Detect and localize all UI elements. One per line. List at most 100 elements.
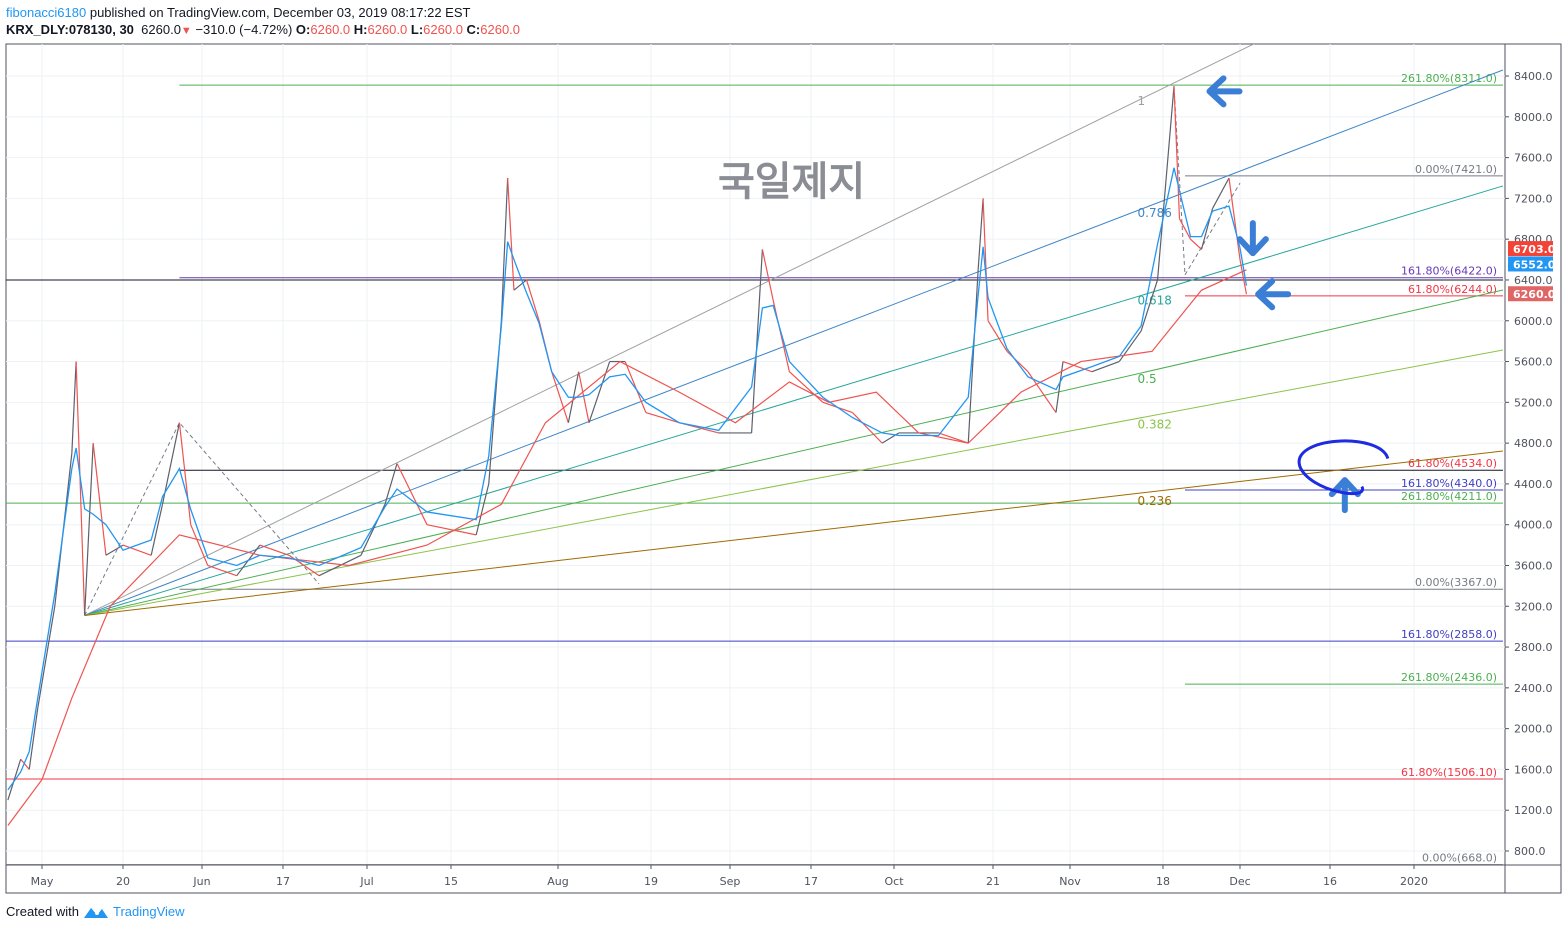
fib-fan-label: 0.786 — [1138, 206, 1172, 220]
fib-fan-label: 0.5 — [1138, 372, 1157, 386]
low-label: L: — [410, 22, 424, 37]
y-tick-label: 2000.0 — [1514, 723, 1553, 736]
price-segment — [178, 422, 192, 525]
chart-frame — [5, 43, 1562, 894]
fast-ma-line — [7, 167, 1248, 791]
fib-fan-line[interactable] — [84, 349, 1504, 616]
fib-fan-label: 0.236 — [1138, 494, 1172, 508]
x-tick-label: Dec — [1229, 875, 1250, 888]
y-tick-label: 8000.0 — [1514, 111, 1553, 124]
slow-ma-line — [7, 269, 1247, 826]
arrow-left-icon[interactable] — [1206, 75, 1243, 108]
dashed-zigzag[interactable] — [1173, 86, 1241, 277]
price-segment — [788, 371, 824, 403]
price-segment — [852, 412, 883, 444]
x-tick-label: 17 — [276, 875, 290, 888]
price-segment — [318, 554, 362, 577]
fib-level-label: 0.00%(3367.0) — [1415, 576, 1497, 589]
fib-fan-line[interactable] — [84, 450, 1503, 616]
open-value: 6260.0 — [310, 22, 351, 37]
price-segment — [772, 300, 790, 372]
watermark-text: 국일제지 — [718, 159, 865, 205]
price-segment — [1239, 259, 1248, 295]
price-segment — [71, 361, 77, 454]
price-segment — [977, 198, 984, 270]
price-segment — [20, 758, 30, 770]
low-value: 6260.0 — [423, 22, 463, 37]
price-segment — [426, 524, 477, 536]
price-badge — [1508, 241, 1553, 257]
x-tick-label: Jun — [192, 875, 210, 888]
fib-level-label: 261.80%(2436.0) — [1401, 671, 1497, 684]
fib-level-label: 161.80%(2858.0) — [1401, 628, 1497, 641]
y-tick-label: 800.0 — [1514, 845, 1546, 858]
price-axis[interactable]: 800.0 1200.0 1600.0 2000.0 2400.0 2800.0 3200.… — [1505, 70, 1556, 858]
symbol-name: KRX_DLY:078130, 30 — [6, 22, 134, 37]
tradingview-logo-icon[interactable] — [83, 905, 109, 919]
last-price: 6260.0 — [141, 22, 181, 37]
dashed-zigzag[interactable] — [84, 421, 320, 616]
y-tick-label: 5200.0 — [1514, 396, 1553, 409]
annotations[interactable] — [1206, 75, 1390, 514]
fib-level-label: 161.80%(6422.0) — [1401, 265, 1497, 278]
time-axis[interactable]: May 20 Jun 17 Jul 15 Aug 19 Sep 17 Oct 21 Nov 18 Dec 16… — [31, 865, 1428, 888]
symbol-legend: KRX_DLY:078130, 30 6260.0▼ −310.0 (−4.72… — [6, 22, 520, 37]
arrow-shape — [1206, 75, 1243, 108]
price-segment — [645, 411, 680, 424]
x-tick-label: 18 — [1156, 875, 1170, 888]
y-tick-label: 7600.0 — [1514, 152, 1553, 165]
fib-level-label: 161.80%(4340.0) — [1401, 477, 1497, 490]
publish-text: published on TradingView.com, December 0… — [86, 5, 471, 20]
drawings[interactable]: 261.80%(8311.0) 0.00%(7421.0) 161.80%(6422… — [0, 0, 1504, 865]
y-tick-label: 1200.0 — [1514, 804, 1553, 817]
close-value: 6260.0 — [480, 22, 521, 37]
y-tick-label: 1600.0 — [1514, 763, 1553, 776]
footer: Created with TradingView — [6, 904, 185, 919]
x-tick-label: 2020 — [1400, 875, 1428, 888]
tradingview-link[interactable]: TradingView — [112, 904, 185, 919]
fib-fan-label: 0.618 — [1138, 294, 1172, 308]
y-tick-label: 2400.0 — [1514, 682, 1553, 695]
price-segment — [1091, 360, 1120, 373]
x-tick-label: 20 — [116, 875, 130, 888]
arrow-down-icon[interactable] — [1236, 220, 1269, 257]
price-segment — [1173, 86, 1181, 219]
x-tick-label: Aug — [547, 875, 568, 888]
price-badge — [1508, 256, 1553, 272]
fib-fan-label: 1 — [1138, 94, 1146, 108]
price-segment — [28, 708, 39, 770]
fib-fan-line[interactable] — [84, 69, 1504, 616]
fib-level-label: 261.80%(4211.0) — [1401, 490, 1497, 503]
series — [7, 86, 1248, 826]
price-segment — [751, 249, 763, 433]
price-segment — [161, 422, 181, 505]
fib-level-label: 61.80%(6244.0) — [1408, 283, 1497, 296]
high-label: H: — [353, 22, 368, 37]
author-link[interactable]: fibonacci6180 — [6, 5, 87, 20]
down-triangle-icon: ▼ — [180, 25, 192, 37]
x-tick-label: 16 — [1323, 875, 1337, 888]
arrow-left-icon[interactable] — [1255, 278, 1292, 311]
price-segment — [1027, 371, 1057, 413]
price-segment — [150, 504, 164, 556]
y-tick-label: 4400.0 — [1514, 478, 1553, 491]
price-badge-label: 6703.0 — [1513, 243, 1556, 256]
y-tick-label: 6400.0 — [1514, 274, 1553, 287]
hand-drawn-ellipse[interactable] — [1297, 439, 1390, 496]
fib-level-label: 61.80%(4534.0) — [1408, 457, 1497, 470]
high-value: 6260.0 — [367, 22, 408, 37]
price-badge-label: 6552.0 — [1513, 258, 1556, 271]
fib-level-label: 0.00%(668.0) — [1422, 851, 1497, 864]
x-tick-label: Jul — [359, 875, 373, 888]
price-segment — [7, 759, 22, 801]
fib-fan-line[interactable] — [84, 185, 1504, 616]
price-segment — [761, 249, 774, 301]
fib-fan-line[interactable] — [84, 289, 1504, 616]
fib-fan-line[interactable] — [84, 0, 1503, 616]
price-segment — [624, 361, 647, 413]
fib-level-label: 61.80%(1506.10) — [1401, 766, 1497, 779]
arrow-shape — [1236, 220, 1269, 257]
price-segment — [588, 361, 611, 423]
fib-level-label: 0.00%(7421.0) — [1415, 163, 1497, 176]
